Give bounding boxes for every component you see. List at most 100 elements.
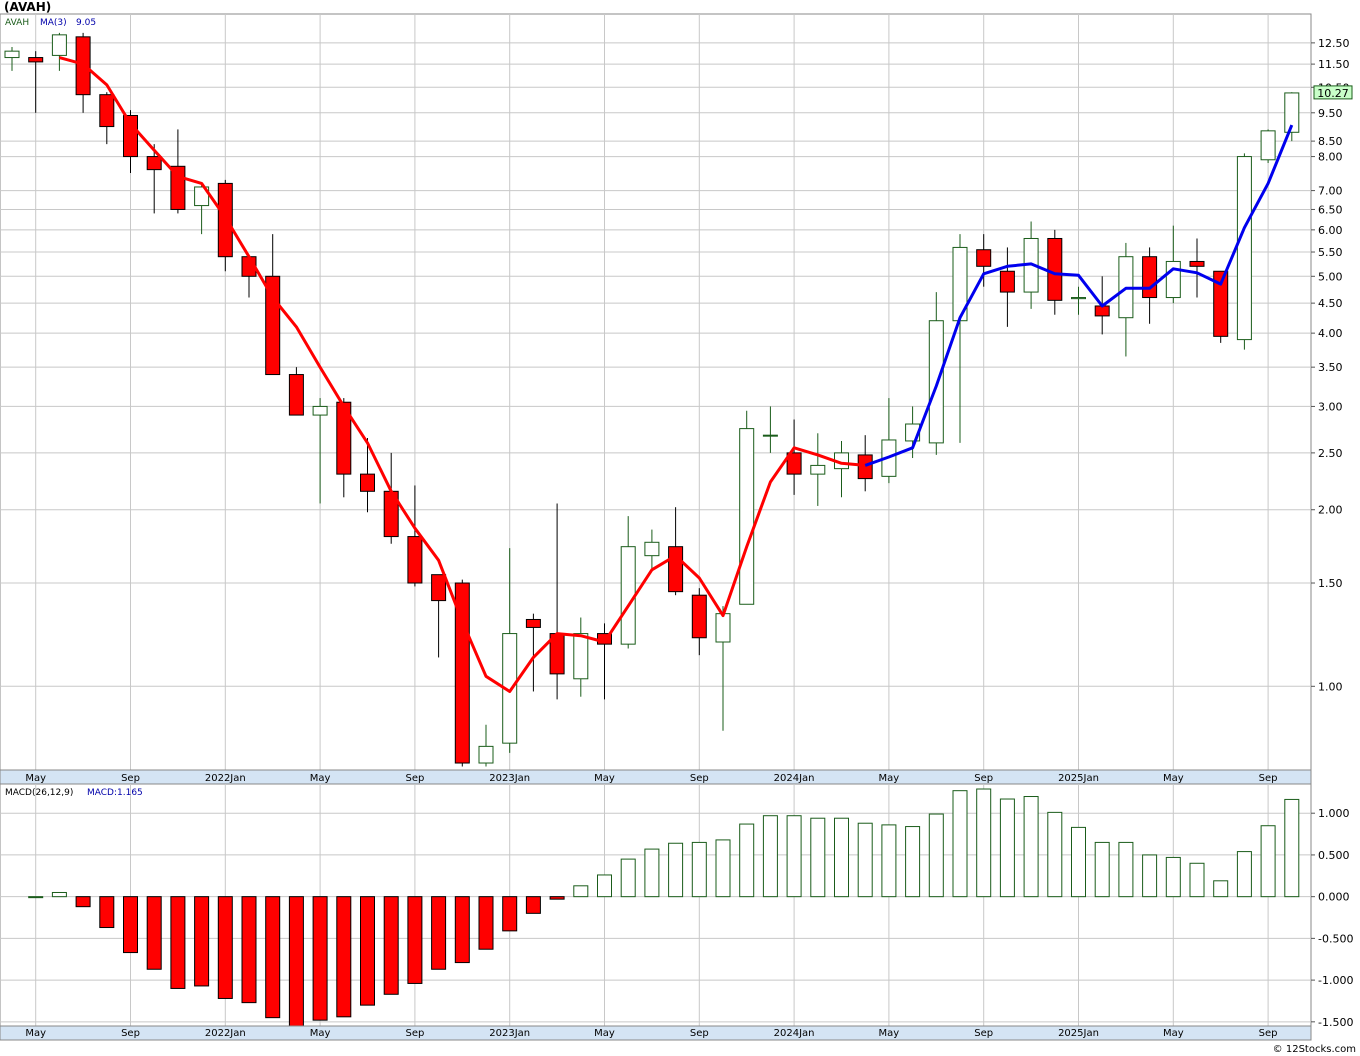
macd-legend-value: MACD:1.165: [87, 788, 143, 798]
macd-bar-positive: [1260, 825, 1276, 898]
price-y-tick-label: 11.50: [1318, 58, 1350, 71]
macd-bar-positive: [762, 815, 778, 898]
price-x-tick-label: Sep: [405, 773, 424, 784]
macd-bar-negative: [265, 896, 281, 1019]
candle-body: [28, 57, 44, 63]
macd-x-tick-label: Sep: [974, 1028, 993, 1039]
macd-bar-negative: [170, 896, 186, 989]
candle-body: [1189, 260, 1205, 267]
candle-down: [525, 613, 541, 692]
macd-bar-positive: [28, 896, 44, 899]
price-y-tick-label: 5.00: [1318, 270, 1343, 283]
candle-down: [549, 503, 565, 700]
macd-bar-negative: [123, 896, 138, 954]
candle-up: [739, 410, 755, 605]
candle-body: [668, 546, 684, 593]
macd-x-axis: May Sep 2022Jan May Sep 2023Jan May Sep 2024Jan M…: [25, 1028, 1277, 1039]
macd-bar-negative: [525, 896, 541, 914]
candle-body: [999, 270, 1015, 293]
candle-up: [1284, 92, 1300, 142]
candle-up: [1071, 286, 1086, 315]
macd-bar-positive: [1047, 811, 1063, 898]
ma-line-segment-blue: [864, 124, 1294, 467]
candle-body: [407, 536, 423, 584]
candle-body: [1142, 256, 1158, 299]
macd-x-tick-label: 2025Jan: [1058, 1028, 1099, 1039]
macd-bar-negative: [99, 896, 115, 929]
macd-bar-negative: [194, 896, 210, 987]
candle-body: [644, 541, 660, 557]
candle-up: [502, 548, 518, 753]
candle-body: [51, 34, 67, 56]
macd-bar-positive: [1284, 798, 1300, 898]
candle-up: [312, 398, 328, 504]
price-x-tick-label: 2023Jan: [489, 773, 530, 784]
candle-down: [857, 435, 873, 492]
candle-up: [194, 183, 210, 235]
price-y-tick-label: 3.00: [1318, 400, 1343, 413]
candle-body: [1165, 260, 1181, 299]
candle-body: [1047, 237, 1063, 301]
macd-bar-negative: [312, 896, 328, 1021]
macd-bar-positive: [952, 790, 968, 898]
macd-bar-negative: [336, 896, 352, 1018]
macd-bar-positive: [1023, 796, 1039, 898]
macd-bar-positive: [1213, 880, 1229, 898]
macd-bar-positive: [1094, 841, 1110, 898]
price-y-tick-label: 8.50: [1318, 135, 1343, 148]
candle-up: [762, 406, 778, 453]
price-y-tick-label: 12.50: [1318, 37, 1350, 50]
macd-bar-positive: [1236, 851, 1252, 898]
macd-x-tick-label: May: [879, 1028, 900, 1039]
candle-body: [786, 452, 802, 475]
price-x-tick-label: 2022Jan: [205, 773, 246, 784]
price-panel: 12.5011.5010.509.508.508.007.006.506.005…: [0, 13, 1353, 785]
price-y-tick-label: 1.50: [1318, 577, 1343, 590]
macd-bar-positive: [905, 826, 921, 898]
candle-down: [431, 574, 447, 658]
macd-x-tick-label: Sep: [1259, 1028, 1278, 1039]
candle-up: [478, 724, 494, 767]
macd-y-axis: 1.000 0.500 0.000 -0.500 -1.000 -1.500: [1311, 807, 1353, 1029]
candle-down: [336, 398, 352, 498]
candle-body: [739, 428, 755, 605]
price-y-tick-label: 6.00: [1318, 224, 1343, 237]
candle-up: [715, 606, 731, 731]
macd-bar-positive: [1189, 862, 1205, 898]
price-x-tick-label: 2024Jan: [774, 773, 815, 784]
price-y-tick-label: 2.00: [1318, 504, 1343, 517]
macd-bar-positive: [928, 813, 944, 898]
macd-legend-name: MACD(26,12,9): [5, 788, 73, 798]
candle-body: [762, 434, 778, 437]
candle-body: [312, 405, 328, 416]
chart-title: (AVAH): [4, 0, 51, 14]
candle-up: [810, 433, 826, 506]
price-y-tick-label: 4.00: [1318, 327, 1343, 340]
candle-body: [1071, 297, 1086, 300]
macd-y-tick-label: 0.500: [1318, 849, 1350, 862]
macd-x-tick-label: 2024Jan: [774, 1028, 815, 1039]
macd-bar-positive: [1118, 841, 1134, 898]
candle-body: [857, 454, 873, 480]
macd-bar-positive: [620, 858, 636, 898]
macd-bar-positive: [739, 823, 755, 898]
macd-x-tick-label: May: [1163, 1028, 1184, 1039]
candle-down: [976, 234, 992, 287]
macd-bar-negative: [288, 896, 304, 1027]
macd-bar-negative: [217, 896, 233, 999]
macd-bar-positive: [1165, 856, 1181, 898]
price-grid: [0, 14, 1311, 770]
candle-body: [691, 594, 707, 639]
price-x-tick-label: Sep: [690, 773, 709, 784]
macd-x-tick-label: May: [594, 1028, 615, 1039]
candle-body: [478, 745, 494, 764]
price-x-tick-label: May: [1163, 773, 1184, 784]
price-x-tick-label: Sep: [121, 773, 140, 784]
candle-down: [99, 92, 115, 145]
candle-body: [573, 633, 589, 680]
legend-ma-value: 9.05: [76, 18, 96, 28]
macd-bar-negative: [478, 896, 494, 950]
macd-bar-positive: [573, 885, 589, 898]
price-y-tick-label: 2.50: [1318, 447, 1343, 460]
